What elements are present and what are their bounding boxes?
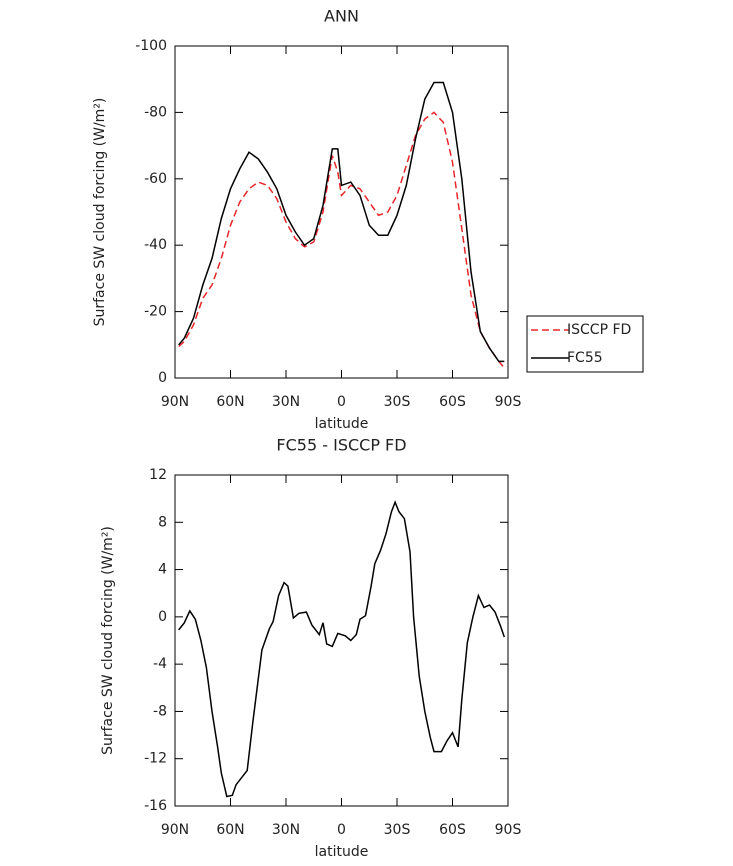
y-tick-label: -8 — [153, 703, 167, 719]
x-tick-label: 30S — [384, 822, 411, 838]
x-tick-label: 60N — [216, 822, 244, 838]
plot-frame — [174, 45, 509, 379]
y-axis-label: Surface SW cloud forcing (W/m²) — [100, 526, 116, 755]
legend-label: ISCCP FD — [567, 322, 631, 338]
y-tick-label: 4 — [158, 562, 167, 578]
y-axis-label: Surface SW cloud forcing (W/m²) — [92, 98, 108, 327]
data-line — [178, 111, 505, 369]
x-tick-label: 60N — [216, 394, 244, 410]
x-tick-label: 90N — [161, 394, 189, 410]
legend-box — [526, 315, 644, 373]
plot: FC55 - ISCCP FD latitude Surface SW cloud … — [100, 436, 521, 861]
y-tick-label: -12 — [144, 751, 167, 767]
y-tick-label: 0 — [158, 609, 167, 625]
y-tick-label: -100 — [135, 38, 167, 54]
x-tick-label: 0 — [337, 394, 346, 410]
x-tick-label: 90N — [161, 822, 189, 838]
x-tick-label: 0 — [337, 822, 346, 838]
x-tick-label: 90S — [495, 822, 522, 838]
y-tick-label: -40 — [144, 237, 167, 253]
x-tick-label: 60S — [439, 822, 466, 838]
y-tick-label: -80 — [144, 104, 167, 120]
plot: ANN latitude Surface SW cloud forcing (W/m… — [92, 7, 644, 432]
chart-title: ANN — [324, 7, 359, 26]
y-tick-label: -60 — [144, 171, 167, 187]
y-tick-label: 8 — [158, 514, 167, 530]
chart-title: FC55 - ISCCP FD — [276, 436, 406, 455]
data-line — [178, 500, 506, 798]
x-tick-label: 30N — [272, 822, 300, 838]
x-tick-label: 60S — [439, 394, 466, 410]
x-tick-label: 90S — [495, 394, 522, 410]
y-tick-label: -20 — [144, 304, 167, 320]
y-tick-label: 12 — [149, 467, 167, 483]
legend-label: FC55 — [567, 350, 603, 366]
y-tick-label: -4 — [153, 656, 167, 672]
plot-frame — [174, 474, 509, 807]
data-line — [178, 81, 505, 363]
y-tick-label: -16 — [144, 798, 167, 814]
x-tick-label: 30S — [384, 394, 411, 410]
x-tick-label: 30N — [272, 394, 300, 410]
x-axis-label: latitude — [315, 416, 369, 432]
x-axis-label: latitude — [315, 844, 369, 860]
y-tick-label: 0 — [158, 370, 167, 386]
